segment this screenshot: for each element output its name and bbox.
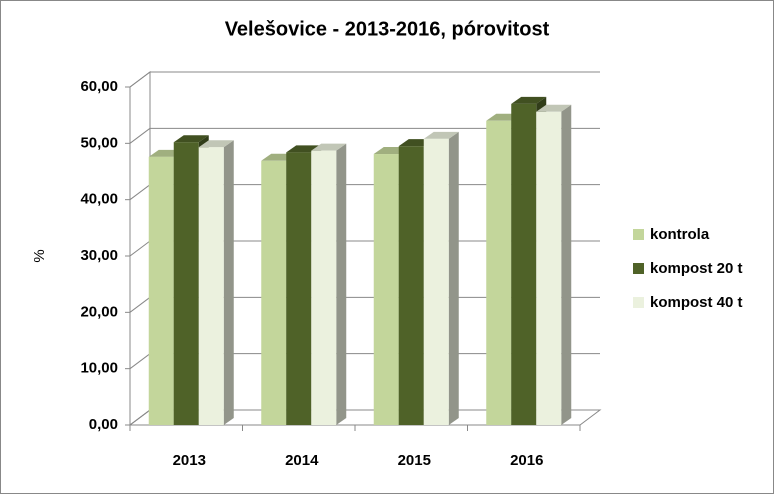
bar-side (336, 143, 347, 425)
y-tick-label: 60,00 (80, 78, 118, 95)
bar-top (198, 140, 234, 148)
bar-top (423, 131, 459, 139)
bar (511, 103, 537, 426)
x-tick-label: 2015 (398, 452, 431, 469)
bar-top (173, 135, 209, 143)
y-tick-label: 40,00 (80, 191, 118, 208)
chart-title: Velešovice - 2013-2016, pórovitost (225, 18, 550, 40)
y-tick-label: 30,00 (80, 247, 118, 264)
bar (148, 156, 174, 425)
bar (286, 152, 312, 425)
y-axis-title: % (31, 249, 48, 262)
grid-line (129, 296, 151, 313)
bar-top (311, 143, 347, 151)
bar-top (536, 104, 572, 112)
bar-top (511, 96, 547, 104)
bar (398, 146, 424, 425)
legend-swatch (633, 297, 644, 308)
legend-label: kompost 40 t (650, 294, 743, 311)
bar-side (561, 104, 572, 425)
grid-line (129, 127, 151, 144)
bar (261, 160, 287, 425)
x-tick-label: 2014 (285, 452, 319, 469)
bar (173, 142, 199, 425)
grid-line (129, 409, 151, 426)
legend-swatch (633, 263, 644, 274)
x-tick-label: 2016 (510, 452, 543, 469)
bar (536, 111, 562, 425)
bar (311, 150, 337, 425)
y-tick-label: 0,00 (89, 416, 118, 433)
grid-line (129, 184, 151, 201)
bar-side (448, 131, 459, 425)
bar (198, 147, 224, 425)
grid-line (129, 240, 151, 257)
bar (373, 154, 399, 425)
bar (423, 138, 449, 425)
x-tick-label: 2013 (173, 452, 206, 469)
y-tick-label: 20,00 (80, 303, 118, 320)
grid-line (129, 353, 151, 370)
bar (486, 120, 512, 426)
y-tick-label: 50,00 (80, 134, 118, 151)
y-tick-label: 10,00 (80, 360, 118, 377)
grid-line (129, 71, 151, 88)
bar-side (223, 140, 234, 425)
legend-swatch (633, 229, 644, 240)
legend-label: kompost 20 t (650, 260, 743, 277)
legend-label: kontrola (650, 226, 710, 243)
